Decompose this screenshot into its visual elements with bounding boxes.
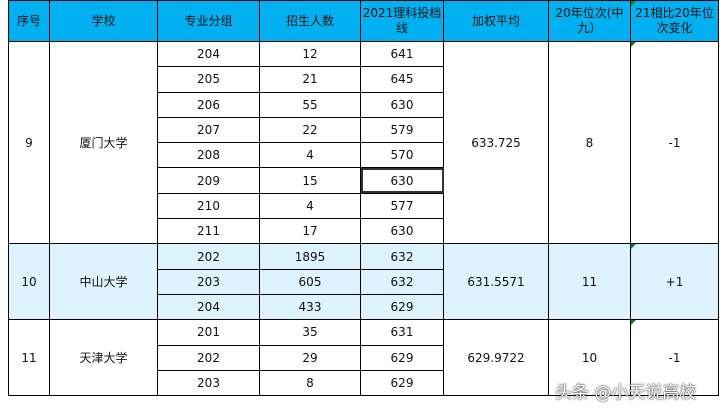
cell-score-line[interactable]: 632	[360, 268, 444, 295]
table-row: 205 21 645	[9, 66, 719, 93]
cell-enrollment[interactable]: 35	[259, 319, 361, 346]
cell-rank-change[interactable]: +1	[630, 243, 719, 321]
cell-rank-change[interactable]: -1	[630, 40, 719, 245]
cell-group[interactable]: 207	[157, 116, 260, 144]
cell-group[interactable]: 208	[157, 142, 260, 169]
cell-rank20[interactable]: 11	[548, 243, 631, 321]
header-enrollment[interactable]: 招生人数	[259, 0, 361, 42]
cell-score-line[interactable]: 630	[360, 167, 444, 194]
table-row: 10 中山大学 202 1895 632 631.5571 11 +1	[8, 243, 719, 321]
header-school[interactable]: 学校	[49, 0, 158, 42]
cell-enrollment[interactable]: 21	[259, 66, 361, 93]
cell-school[interactable]: 厦门大学	[49, 40, 158, 245]
cell-score-line[interactable]: 570	[360, 142, 444, 169]
cell-group[interactable]: 201	[157, 319, 260, 346]
cell-weighted-avg[interactable]: 631.5571	[443, 243, 549, 321]
cell-enrollment[interactable]: 17	[259, 218, 361, 245]
cell-enrollment[interactable]: 605	[259, 268, 361, 295]
table-row: 211 17 630	[9, 218, 719, 245]
cell-rank-change[interactable]: -1	[630, 319, 719, 397]
header-row: 序号 学校 专业分组 招生人数 2021理科投档线 加权平均 20年位次(中九） 21相比20…	[8, 0, 719, 42]
cell-group[interactable]: 211	[157, 218, 260, 245]
table-row: 208 4 570	[9, 142, 719, 169]
cell-enrollment[interactable]: 433	[259, 293, 361, 321]
table-row: 202 29 629	[9, 344, 719, 371]
table-row: 206 55 630	[9, 91, 719, 118]
table-row: 210 4 577	[9, 192, 719, 220]
cell-enrollment[interactable]: 4	[259, 192, 361, 220]
cell-score-line[interactable]: 631	[360, 319, 444, 346]
spreadsheet-table: 序号 学校 专业分组 招生人数 2021理科投档线 加权平均 20年位次(中九） 21相比20…	[8, 0, 719, 397]
cell-enrollment[interactable]: 22	[259, 116, 361, 144]
cell-group[interactable]: 204	[157, 40, 260, 68]
header-rank-change[interactable]: 21相比20年位次变化	[630, 0, 719, 42]
cell-weighted-avg[interactable]: 629.9722	[443, 319, 549, 397]
cell-weighted-avg[interactable]: 633.725	[443, 40, 549, 245]
cell-group[interactable]: 204	[157, 293, 260, 321]
header-group[interactable]: 专业分组	[157, 0, 260, 42]
cell-enrollment[interactable]: 1895	[259, 243, 361, 270]
header-index[interactable]: 序号	[8, 0, 50, 42]
cell-score-line[interactable]: 629	[360, 293, 444, 321]
cell-score-line[interactable]: 630	[360, 218, 444, 245]
cell-group[interactable]: 210	[157, 192, 260, 220]
cell-index[interactable]: 9	[8, 40, 50, 245]
cell-group[interactable]: 203	[157, 268, 260, 295]
cell-rank20[interactable]: 8	[548, 40, 631, 245]
cell-score-line[interactable]: 579	[360, 116, 444, 144]
cell-score-line[interactable]: 629	[360, 344, 444, 371]
cell-school[interactable]: 中山大学	[49, 243, 158, 321]
cell-school[interactable]: 天津大学	[49, 319, 158, 397]
cell-index[interactable]: 10	[8, 243, 50, 321]
cell-group[interactable]: 209	[157, 167, 260, 194]
cell-enrollment[interactable]: 15	[259, 167, 361, 194]
cell-enrollment[interactable]: 29	[259, 344, 361, 371]
table-row: 9 厦门大学 204 12 641 633.725 8 -1	[8, 40, 719, 245]
cell-group[interactable]: 202	[157, 344, 260, 371]
cell-group[interactable]: 202	[157, 243, 260, 270]
cell-score-line[interactable]: 632	[360, 243, 444, 270]
cell-score-line[interactable]: 641	[360, 40, 444, 68]
cell-score-line[interactable]: 577	[360, 192, 444, 220]
header-weighted-avg[interactable]: 加权平均	[443, 0, 549, 42]
watermark: 头条 @小天说高校	[555, 383, 697, 403]
cell-group[interactable]: 206	[157, 91, 260, 118]
table-row: 209 15 630	[9, 167, 719, 194]
cell-score-line[interactable]: 630	[360, 91, 444, 118]
table-row: 207 22 579	[9, 116, 719, 144]
header-rank20[interactable]: 20年位次(中九）	[548, 0, 631, 42]
table-row: 204 433 629	[9, 293, 719, 321]
table-row: 203 605 632	[9, 268, 719, 295]
cell-group[interactable]: 203	[157, 369, 260, 397]
cell-score-line[interactable]: 645	[360, 66, 444, 93]
cell-index[interactable]: 11	[8, 319, 50, 397]
header-score-line[interactable]: 2021理科投档线	[360, 0, 444, 42]
table-row: 11 天津大学 201 35 631 629.9722 10 -1	[8, 319, 719, 397]
cell-enrollment[interactable]: 55	[259, 91, 361, 118]
table-row: 203 8 629	[9, 369, 719, 397]
cell-enrollment[interactable]: 4	[259, 142, 361, 169]
cell-group[interactable]: 205	[157, 66, 260, 93]
cell-enrollment[interactable]: 8	[259, 369, 361, 397]
cell-enrollment[interactable]: 12	[259, 40, 361, 68]
cell-score-line[interactable]: 629	[360, 369, 444, 397]
